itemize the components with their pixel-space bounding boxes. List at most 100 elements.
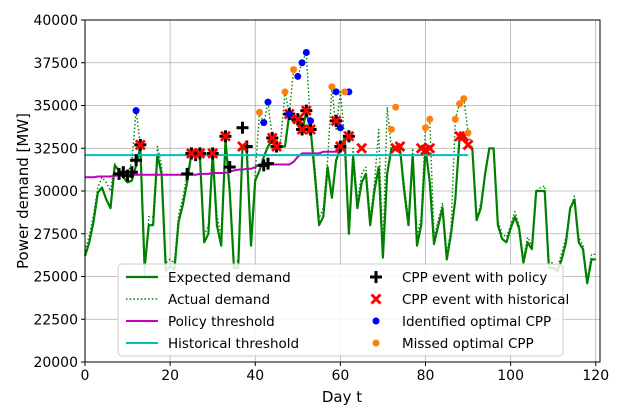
- identified-cpp-marker: [307, 117, 315, 125]
- cpp-historical-marker: [330, 115, 342, 127]
- x-tick-label: 100: [497, 368, 524, 384]
- cpp-historical-marker-b: [207, 147, 219, 159]
- y-tick-label: 20000: [33, 355, 78, 371]
- x-tick-label: 20: [161, 368, 179, 384]
- actual-demand-line: [84, 51, 596, 281]
- cpp-historical-marker: [194, 147, 206, 159]
- ticks: 0 20 40 60 80 100 120 20000 22500 25000 27500 30000…: [33, 13, 609, 384]
- cpp-historical-marker-b: [219, 130, 231, 142]
- y-tick-label: 25000: [33, 270, 78, 286]
- cpp-historical-marker: [334, 141, 346, 153]
- cpp-historical-marker-b: [394, 141, 406, 153]
- plot-area: [83, 48, 596, 285]
- cpp-policy-marker: [236, 121, 249, 134]
- missed-cpp-marker: [328, 83, 336, 91]
- x-tick-label: 120: [582, 368, 609, 384]
- y-tick-label: 37500: [33, 56, 78, 72]
- cpp-historical-marker-b: [330, 115, 342, 127]
- cpp-historical-marker: [305, 123, 317, 135]
- cpp-policy-marker: [181, 167, 194, 180]
- missed-cpp-marker: [421, 124, 429, 132]
- cpp-policy-marker: [223, 161, 236, 174]
- y-tick-label: 27500: [33, 227, 78, 243]
- identified-cpp-marker: [336, 124, 344, 132]
- legend-label-cpp-event-with-policy: CPP event with policy: [402, 270, 547, 286]
- cpp-historical-marker: [207, 147, 219, 159]
- cpp-historical-marker: [296, 123, 308, 135]
- cpp-historical-marker: [292, 113, 304, 125]
- missed-cpp-marker: [451, 115, 459, 123]
- x-tick-label: 40: [246, 368, 264, 384]
- cpp-historical-marker-b: [271, 141, 283, 153]
- x-axis-label: Day t: [322, 388, 362, 406]
- cpp-historical-marker-b: [185, 147, 197, 159]
- legend-label-actual-demand: Actual demand: [168, 292, 270, 308]
- missed-cpp-marker: [387, 125, 395, 133]
- cpp-historical-marker-b: [305, 123, 317, 135]
- cpp-policy-marker: [262, 157, 275, 170]
- missed-cpp-marker: [426, 115, 434, 123]
- identified-cpp-marker: [302, 48, 310, 56]
- missed-cpp-marker: [464, 129, 472, 137]
- y-axis-label: Power demand [MW]: [14, 113, 32, 269]
- cpp-historical-marker: [271, 141, 283, 153]
- identified-cpp-marker: [264, 98, 272, 106]
- identified-cpp-marker: [285, 110, 293, 118]
- x-tick-label: 80: [417, 368, 435, 384]
- cpp-historical-marker-b: [194, 147, 206, 159]
- cpp-historical-marker: [266, 132, 278, 144]
- identified-cpp-marker: [298, 59, 306, 67]
- cpp-historical-marker: [343, 130, 355, 142]
- cpp-historical-marker-b: [424, 142, 436, 154]
- legend-swatch-cpp-event-with-policy: [370, 271, 382, 283]
- cpp-policy-marker: [130, 154, 143, 167]
- cpp-historical-marker: [424, 142, 436, 154]
- cpp-historical-marker-b: [334, 141, 346, 153]
- identified-cpp-marker: [332, 88, 340, 96]
- cpp-historical-marker: [356, 142, 368, 154]
- identified-cpp-marker: [294, 72, 302, 80]
- cpp-historical-marker: [134, 139, 146, 151]
- cpp-historical-marker-b: [236, 141, 248, 153]
- legend-swatch-identified-optimal-cpp: [372, 317, 380, 325]
- cpp-historical-marker-b: [292, 113, 304, 125]
- plot-frame: [84, 19, 601, 363]
- y-tick-label: 35000: [33, 99, 78, 115]
- missed-cpp-marker: [460, 95, 468, 103]
- legend-label-missed-optimal-cpp: Missed optimal CPP: [402, 336, 534, 352]
- missed-cpp-marker: [456, 100, 464, 108]
- legend-label-historical-threshold: Historical threshold: [168, 336, 299, 352]
- cpp-historical-marker-b: [134, 139, 146, 151]
- cpp-policy-marker: [125, 166, 138, 179]
- legend-label-policy-threshold: Policy threshold: [168, 314, 275, 330]
- legend-swatch-cpp-event-with-historical: [370, 293, 382, 305]
- legend-swatch-cpp-event-with-historical-b: [370, 293, 382, 305]
- missed-cpp-marker: [341, 88, 349, 96]
- cpp-historical-marker: [185, 147, 197, 159]
- x-tick-label: 60: [331, 368, 349, 384]
- missed-cpp-marker: [392, 103, 400, 111]
- legend-label-identified-optimal-cpp: Identified optimal CPP: [402, 314, 551, 330]
- cpp-historical-marker: [219, 130, 231, 142]
- cpp-historical-marker-b: [462, 139, 474, 151]
- x-tick-label: 0: [81, 368, 90, 384]
- cpp-historical-marker: [462, 139, 474, 151]
- legend-label-cpp-event-with-historical: CPP event with historical: [402, 292, 569, 308]
- cpp-historical-marker-b: [296, 123, 308, 135]
- missed-cpp-marker: [290, 66, 298, 74]
- legend-swatch-missed-optimal-cpp: [372, 339, 380, 347]
- cpp-historical-marker-b: [415, 142, 427, 154]
- missed-cpp-marker: [281, 88, 289, 96]
- legend-label-expected-demand: Expected demand: [168, 270, 291, 286]
- identified-cpp-marker: [132, 107, 140, 115]
- legend: Expected demand Actual demand Policy thres…: [117, 263, 569, 357]
- cpp-historical-marker-b: [300, 105, 312, 117]
- y-tick-label: 30000: [33, 184, 78, 200]
- y-tick-label: 32500: [33, 141, 78, 157]
- legend-box: [117, 263, 564, 357]
- y-tick-label: 40000: [33, 13, 78, 29]
- y-tick-label: 22500: [33, 312, 78, 328]
- missed-cpp-marker: [256, 108, 264, 116]
- identified-cpp-marker: [260, 119, 268, 127]
